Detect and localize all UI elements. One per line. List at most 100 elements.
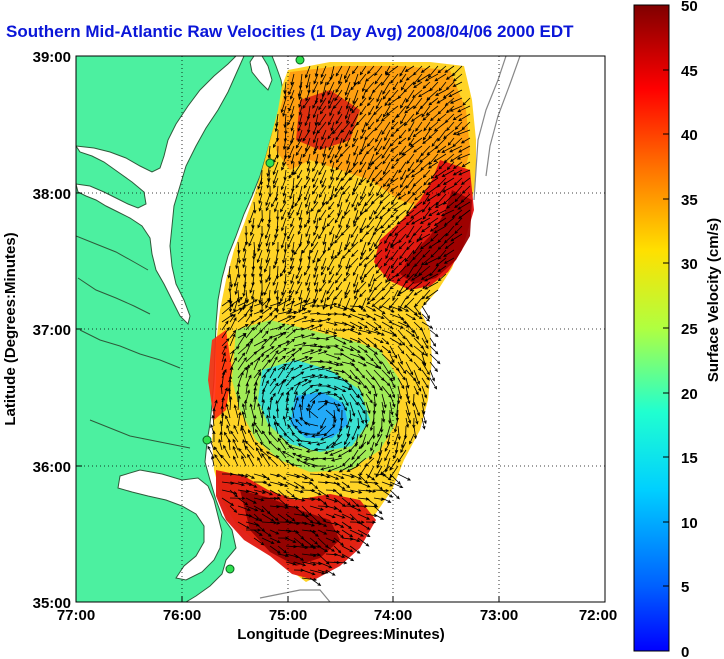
velocity-arrow — [312, 81, 319, 94]
velocity-arrow — [282, 415, 287, 427]
velocity-arrow — [312, 169, 319, 183]
velocity-arrow — [314, 257, 319, 272]
velocity-arrow — [357, 481, 371, 488]
velocity-arrow — [345, 137, 351, 148]
velocity-arrow — [327, 465, 343, 473]
velocity-arrow — [269, 301, 282, 307]
velocity-arrow — [283, 433, 295, 443]
velocity-arrow — [332, 121, 343, 135]
velocity-arrow — [229, 505, 238, 513]
velocity-arrow — [281, 281, 287, 296]
velocity-arrow — [372, 225, 383, 236]
velocity-arrow — [221, 313, 234, 323]
velocity-arrow — [360, 129, 367, 140]
velocity-arrow — [359, 153, 367, 166]
velocity-arrow — [413, 97, 423, 110]
velocity-arrow — [245, 505, 259, 512]
velocity-arrow — [373, 329, 385, 336]
velocity-arrow — [255, 428, 263, 443]
velocity-arrow — [293, 356, 309, 363]
velocity-arrow — [353, 129, 359, 143]
velocity-arrow — [388, 297, 399, 310]
velocity-arrow — [301, 357, 313, 363]
velocity-arrow — [293, 379, 309, 387]
velocity-arrow — [374, 137, 383, 152]
velocity-arrow — [237, 289, 241, 304]
velocity-arrow — [329, 297, 335, 310]
velocity-arrow — [269, 521, 281, 525]
velocity-arrow — [426, 193, 439, 202]
velocity-arrow — [318, 97, 327, 111]
velocity-arrow — [305, 193, 311, 208]
velocity-arrow — [237, 352, 246, 363]
velocity-arrow — [344, 105, 351, 120]
velocity-arrow — [397, 329, 406, 340]
velocity-arrow — [413, 401, 420, 417]
velocity-arrow — [317, 545, 329, 553]
velocity-arrow — [340, 177, 351, 191]
velocity-arrow — [325, 505, 338, 510]
velocity-arrow — [317, 489, 330, 498]
velocity-field-red-cape — [208, 330, 232, 420]
velocity-arrow — [277, 545, 287, 554]
velocity-arrow — [389, 369, 395, 381]
velocity-arrow — [357, 409, 364, 425]
velocity-arrow — [460, 177, 471, 185]
velocity-arrow — [229, 329, 237, 339]
velocity-arrow — [396, 393, 401, 405]
velocity-arrow — [212, 407, 216, 418]
velocity-arrow — [398, 129, 407, 140]
velocity-arrow — [301, 365, 314, 371]
velocity-arrow — [317, 529, 328, 535]
velocity-arrow — [353, 273, 359, 288]
velocity-arrow — [326, 281, 335, 295]
velocity-arrow — [245, 339, 253, 355]
velocity-arrow — [389, 377, 396, 389]
velocity-arrow — [301, 310, 312, 315]
velocity-arrow — [221, 344, 227, 355]
velocity-arrow — [381, 121, 391, 136]
velocity-arrow — [309, 529, 319, 537]
velocity-arrow — [330, 161, 335, 173]
velocity-arrow — [357, 321, 369, 329]
velocity-arrow — [221, 497, 235, 507]
velocity-arrow — [317, 497, 328, 505]
velocity-arrow — [349, 489, 363, 494]
velocity-arrow — [269, 337, 278, 347]
colorbar-tick-label: 50 — [681, 0, 698, 15]
velocity-arrow — [328, 201, 335, 211]
velocity-arrow — [298, 113, 303, 126]
velocity-arrow — [346, 465, 359, 472]
velocity-arrow — [363, 257, 375, 268]
velocity-arrow — [317, 513, 327, 523]
velocity-arrow — [261, 410, 265, 427]
velocity-arrow — [242, 241, 247, 253]
velocity-arrow — [267, 265, 272, 282]
velocity-arrow — [320, 89, 327, 104]
velocity-arrow — [269, 344, 282, 355]
velocity-arrow — [341, 305, 357, 313]
velocity-arrow — [341, 497, 351, 506]
velocity-arrow — [423, 177, 431, 186]
velocity-arrow — [314, 153, 319, 165]
velocity-arrow — [345, 257, 351, 270]
velocity-arrow — [253, 386, 257, 403]
velocity-arrow — [321, 193, 327, 206]
velocity-arrow — [348, 257, 359, 269]
velocity-arrow — [341, 377, 353, 388]
velocity-arrow — [429, 377, 438, 390]
velocity-arrow — [412, 417, 416, 429]
velocity-arrow — [456, 153, 471, 160]
velocity-arrow — [309, 505, 324, 511]
velocity-arrow — [357, 353, 366, 361]
velocity-arrow — [285, 376, 295, 387]
velocity-arrow — [390, 73, 399, 84]
velocity-arrow — [265, 193, 271, 207]
velocity-arrow — [237, 357, 247, 371]
velocity-arrow — [381, 473, 392, 481]
velocity-arrow — [278, 434, 287, 443]
velocity-arrow — [351, 137, 359, 148]
x-tick-label: 74:00 — [374, 607, 412, 624]
velocity-arrow — [427, 201, 439, 211]
velocity-arrow — [429, 81, 439, 92]
